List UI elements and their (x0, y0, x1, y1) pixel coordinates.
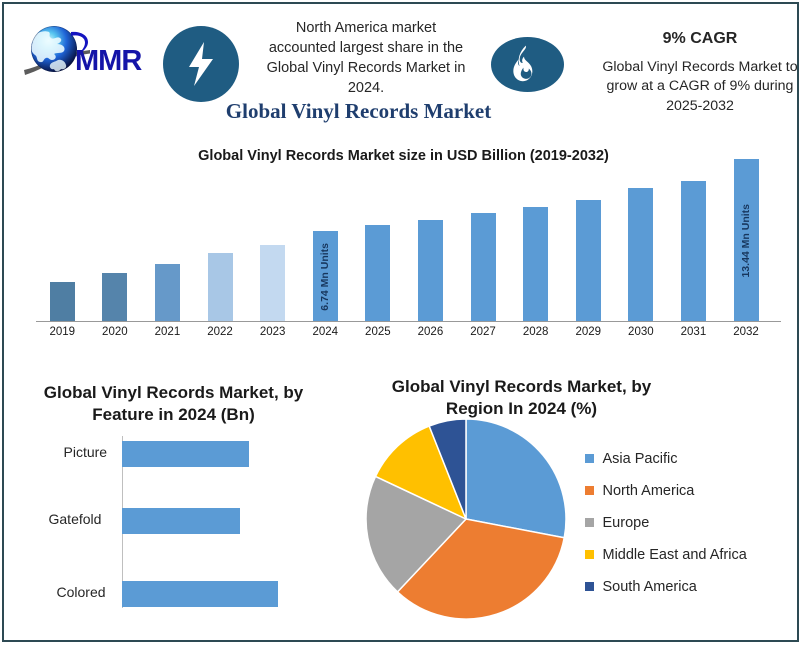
svg-text:MMR: MMR (75, 45, 142, 77)
